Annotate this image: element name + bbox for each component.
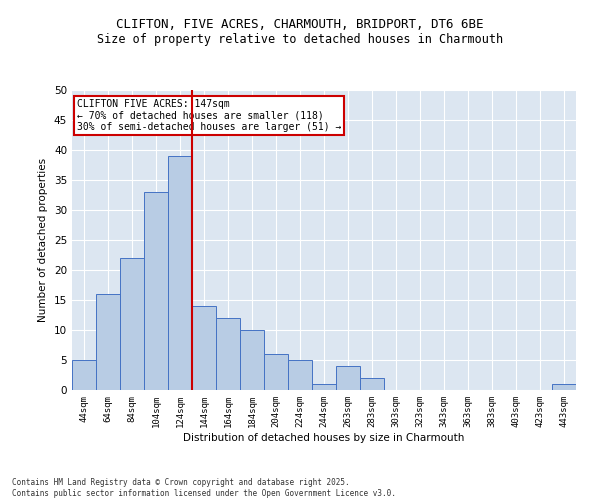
Text: CLIFTON, FIVE ACRES, CHARMOUTH, BRIDPORT, DT6 6BE: CLIFTON, FIVE ACRES, CHARMOUTH, BRIDPORT…: [116, 18, 484, 30]
Bar: [120, 258, 144, 390]
Bar: [312, 384, 336, 390]
Bar: [168, 156, 192, 390]
Bar: [144, 192, 168, 390]
Bar: [96, 294, 120, 390]
Bar: [264, 354, 288, 390]
Bar: [216, 318, 240, 390]
Bar: [336, 366, 360, 390]
Text: Size of property relative to detached houses in Charmouth: Size of property relative to detached ho…: [97, 32, 503, 46]
Bar: [192, 306, 216, 390]
Bar: [552, 384, 576, 390]
Y-axis label: Number of detached properties: Number of detached properties: [38, 158, 49, 322]
Bar: [360, 378, 384, 390]
Bar: [72, 360, 96, 390]
Bar: [240, 330, 264, 390]
Bar: [288, 360, 312, 390]
X-axis label: Distribution of detached houses by size in Charmouth: Distribution of detached houses by size …: [184, 432, 464, 442]
Text: Contains HM Land Registry data © Crown copyright and database right 2025.
Contai: Contains HM Land Registry data © Crown c…: [12, 478, 396, 498]
Text: CLIFTON FIVE ACRES: 147sqm
← 70% of detached houses are smaller (118)
30% of sem: CLIFTON FIVE ACRES: 147sqm ← 70% of deta…: [77, 99, 341, 132]
